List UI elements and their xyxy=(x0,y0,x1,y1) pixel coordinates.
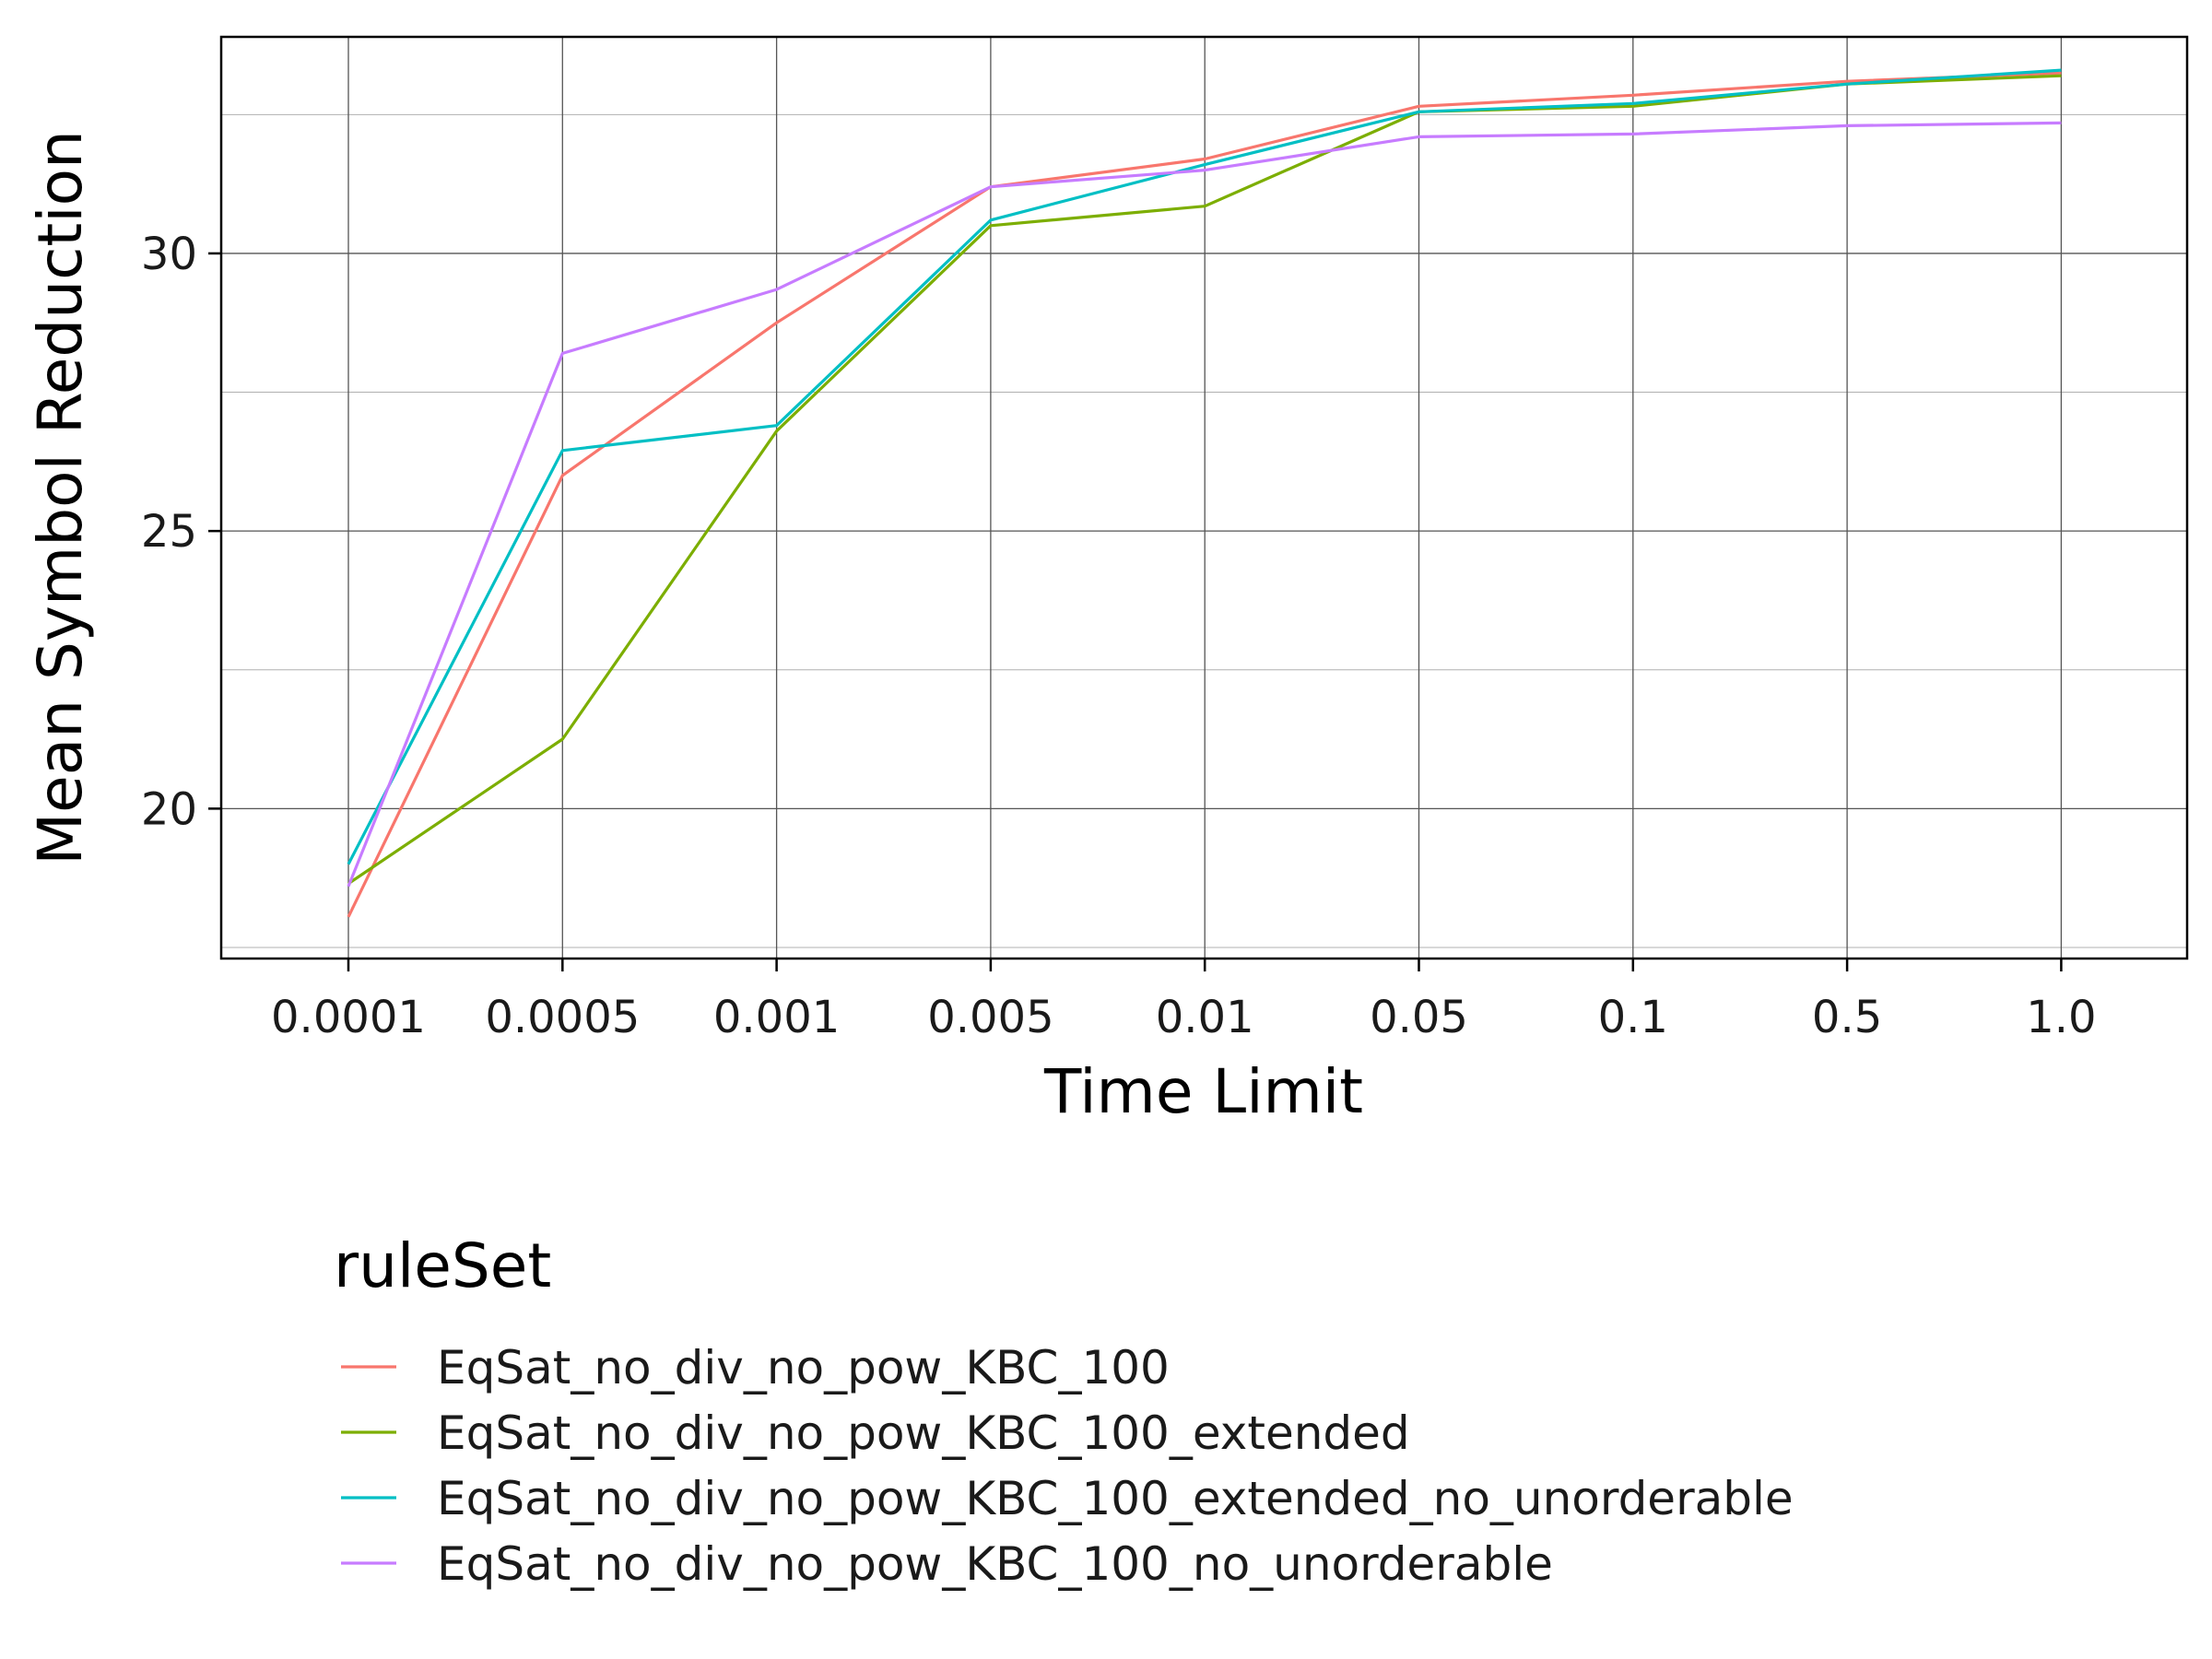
x-axis-ticks: 0.0001 0.0005 0.001 0.005 0.01 0.05 0.1 0.5 1.0 xyxy=(271,959,2097,1043)
legend-label-0: EqSat_no_div_no_pow_KBC_100 xyxy=(437,1341,1170,1394)
y-tick-label-1: 25 xyxy=(141,506,197,558)
y-tick-label-0: 20 xyxy=(141,783,197,835)
series-line-2 xyxy=(347,68,2062,865)
plot-background xyxy=(221,37,2187,959)
x-tick-label-6: 0.1 xyxy=(1598,992,1668,1043)
x-tick-label-2: 0.001 xyxy=(713,992,840,1043)
x-tick-label-0: 0.0001 xyxy=(271,992,426,1043)
x-tick-label-5: 0.05 xyxy=(1370,992,1468,1043)
y-axis-title: Mean Symbol Reduction xyxy=(25,130,96,865)
legend-label-3: EqSat_no_div_no_pow_KBC_100_no_unorderab… xyxy=(437,1537,1553,1591)
y-tick-label-2: 30 xyxy=(141,229,197,280)
series-line-3 xyxy=(347,121,2062,888)
x-tick-label-3: 0.005 xyxy=(927,992,1053,1043)
x-tick-label-7: 0.5 xyxy=(1812,992,1882,1043)
legend-label-2: EqSat_no_div_no_pow_KBC_100_extended_no_… xyxy=(437,1472,1794,1525)
legend: ruleSet EqSat_no_div_no_pow_KBC_100 EqSat… xyxy=(334,1230,1794,1591)
x-axis-title: Time Limit xyxy=(1043,1056,1363,1127)
y-axis-ticks: 20 25 30 xyxy=(141,229,221,835)
grid xyxy=(221,37,2187,959)
x-tick-label-4: 0.01 xyxy=(1156,992,1254,1043)
series-lines xyxy=(347,68,2062,918)
x-tick-label-1: 0.0005 xyxy=(485,992,640,1043)
legend-title: ruleSet xyxy=(334,1230,551,1301)
x-tick-label-8: 1.0 xyxy=(2026,992,2096,1043)
legend-label-1: EqSat_no_div_no_pow_KBC_100_extended xyxy=(437,1406,1410,1460)
series-line-0 xyxy=(347,71,2062,918)
